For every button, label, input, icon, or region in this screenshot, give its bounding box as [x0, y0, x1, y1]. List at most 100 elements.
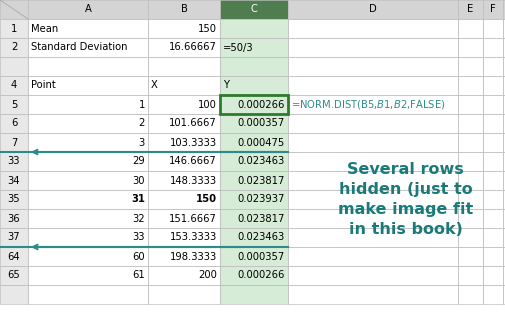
- Bar: [220, 228, 287, 247]
- Bar: [147, 95, 220, 114]
- Bar: [28, 247, 147, 266]
- Bar: [0, 171, 28, 190]
- Bar: [502, 95, 505, 114]
- Bar: [502, 171, 505, 190]
- Bar: [502, 57, 505, 76]
- Bar: [502, 76, 505, 95]
- Bar: [147, 171, 220, 190]
- Bar: [0, 285, 28, 304]
- Bar: [0, 76, 28, 95]
- Bar: [147, 57, 220, 76]
- Bar: [220, 114, 287, 133]
- Bar: [457, 266, 482, 285]
- Bar: [502, 152, 505, 171]
- Bar: [220, 209, 287, 228]
- Bar: [482, 171, 502, 190]
- Bar: [220, 152, 287, 171]
- Bar: [482, 133, 502, 152]
- Bar: [28, 133, 147, 152]
- Text: 0.000475: 0.000475: [237, 137, 284, 147]
- Text: 61: 61: [132, 271, 145, 281]
- Text: 0.000266: 0.000266: [237, 271, 284, 281]
- Bar: [0, 76, 28, 95]
- Bar: [482, 247, 502, 266]
- Bar: [147, 209, 220, 228]
- Bar: [287, 19, 457, 38]
- Bar: [28, 152, 147, 171]
- Bar: [220, 19, 287, 38]
- Bar: [147, 133, 220, 152]
- Bar: [457, 133, 482, 152]
- Bar: [502, 266, 505, 285]
- Text: Mean: Mean: [31, 24, 58, 33]
- Text: X: X: [150, 80, 158, 90]
- Bar: [482, 57, 502, 76]
- Bar: [482, 19, 502, 38]
- Bar: [457, 0, 482, 19]
- Text: 3: 3: [138, 137, 145, 147]
- Text: 0.023463: 0.023463: [237, 233, 284, 242]
- Text: 1: 1: [11, 24, 17, 33]
- Text: 34: 34: [8, 176, 20, 186]
- Bar: [502, 19, 505, 38]
- Bar: [0, 133, 28, 152]
- Text: 148.3333: 148.3333: [170, 176, 217, 186]
- Bar: [502, 152, 505, 171]
- Bar: [457, 114, 482, 133]
- Bar: [147, 19, 220, 38]
- Bar: [502, 247, 505, 266]
- Bar: [287, 209, 457, 228]
- Bar: [220, 57, 287, 76]
- Bar: [28, 19, 147, 38]
- Bar: [147, 114, 220, 133]
- Bar: [482, 19, 502, 38]
- Bar: [502, 76, 505, 95]
- Bar: [457, 152, 482, 171]
- Bar: [147, 285, 220, 304]
- Bar: [482, 266, 502, 285]
- Text: 65: 65: [8, 271, 20, 281]
- Bar: [28, 152, 147, 171]
- Bar: [220, 133, 287, 152]
- Bar: [287, 209, 457, 228]
- Bar: [287, 0, 457, 19]
- Bar: [28, 285, 147, 304]
- Bar: [457, 285, 482, 304]
- Bar: [287, 228, 457, 247]
- Bar: [482, 209, 502, 228]
- Bar: [0, 95, 28, 114]
- Bar: [457, 114, 482, 133]
- Bar: [457, 19, 482, 38]
- Bar: [0, 171, 28, 190]
- Bar: [28, 190, 147, 209]
- Text: F: F: [489, 5, 495, 15]
- Bar: [0, 38, 28, 57]
- Bar: [287, 95, 457, 114]
- Bar: [28, 266, 147, 285]
- Bar: [0, 247, 28, 266]
- Bar: [287, 133, 457, 152]
- Bar: [0, 266, 28, 285]
- Bar: [0, 190, 28, 209]
- Bar: [147, 285, 220, 304]
- Bar: [220, 266, 287, 285]
- Text: 100: 100: [198, 99, 217, 110]
- Bar: [147, 228, 220, 247]
- Text: 0.000266: 0.000266: [237, 99, 284, 110]
- Bar: [287, 114, 457, 133]
- Bar: [457, 209, 482, 228]
- Bar: [147, 228, 220, 247]
- Text: B: B: [180, 5, 187, 15]
- Bar: [28, 247, 147, 266]
- Bar: [457, 190, 482, 209]
- Bar: [502, 209, 505, 228]
- Bar: [28, 76, 147, 95]
- Bar: [482, 190, 502, 209]
- Bar: [28, 95, 147, 114]
- Bar: [147, 0, 220, 19]
- Bar: [147, 76, 220, 95]
- Bar: [147, 152, 220, 171]
- Bar: [482, 152, 502, 171]
- Bar: [482, 171, 502, 190]
- Bar: [147, 76, 220, 95]
